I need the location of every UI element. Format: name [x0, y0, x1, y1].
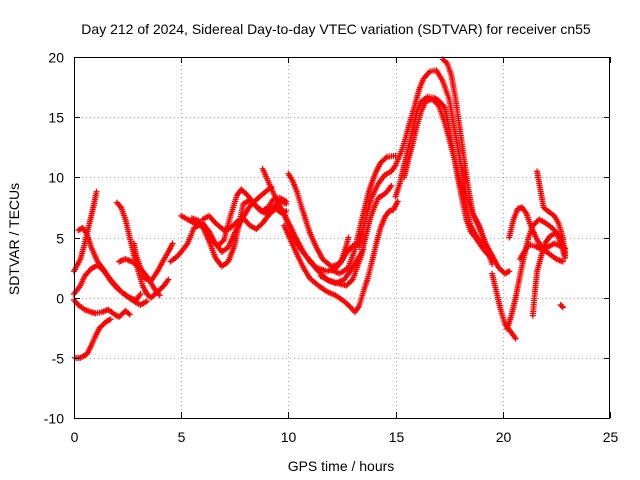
y-tick-label: 20 [48, 50, 64, 66]
series-track-11 [188, 186, 290, 249]
y-axis-label: SDTVAR / TECUs [6, 183, 22, 295]
series-track-21 [401, 96, 489, 251]
data-point [137, 291, 144, 298]
series-track-29 [557, 301, 566, 311]
series-track-16 [281, 198, 401, 316]
data-point [93, 188, 100, 195]
x-axis-label: GPS time / hours [288, 458, 395, 474]
series-track-4 [71, 262, 144, 304]
x-tick-label: 5 [178, 429, 186, 445]
data-point [165, 276, 172, 283]
data-point [561, 252, 568, 259]
series-track-1 [71, 188, 100, 275]
series-track-12 [199, 205, 290, 234]
data-point [348, 277, 355, 284]
y-tick-label: 15 [48, 110, 64, 126]
data-point [512, 335, 519, 342]
y-tick-labels: -10 -5 0 5 10 15 20 [44, 50, 64, 427]
series-track-27 [529, 229, 568, 319]
series-track-15 [285, 170, 363, 270]
data-point [394, 198, 401, 205]
series-track-17 [317, 182, 395, 289]
data-point [169, 240, 176, 247]
data-point [559, 304, 566, 311]
x-tick-label: 15 [389, 429, 405, 445]
plot-frame [74, 57, 610, 419]
series-track-5 [75, 224, 150, 308]
data-point [283, 200, 290, 207]
series-track-22 [439, 56, 513, 277]
x-tick-label: 20 [496, 429, 512, 445]
data-point [506, 268, 513, 275]
data-point [346, 303, 353, 310]
series-track-18 [328, 152, 399, 277]
data-point [143, 298, 150, 305]
x-tick-label: 25 [603, 429, 619, 445]
series-track-28 [534, 168, 568, 259]
x-tick-labels: 0 5 10 15 20 25 [71, 429, 619, 445]
series-track-8 [131, 240, 176, 284]
data-point [219, 238, 226, 245]
data-point [382, 155, 389, 162]
y-tick-label: -5 [52, 351, 65, 367]
data-point [558, 303, 565, 310]
series-track-6 [113, 199, 172, 301]
data-point [156, 292, 163, 299]
y-tick-label: -10 [44, 411, 64, 427]
series-track-2 [71, 297, 133, 320]
data-point [126, 311, 133, 318]
x-tick-label: 10 [281, 429, 297, 445]
data-marks [71, 56, 568, 361]
chart-title: Day 212 of 2024, Sidereal Day-to-day VTE… [81, 21, 591, 37]
data-point [107, 316, 114, 323]
data-point [388, 182, 395, 189]
y-tick-label: 0 [56, 291, 64, 307]
series-track-3 [72, 316, 114, 361]
data-point [559, 258, 566, 265]
x-tick-label: 0 [71, 429, 79, 445]
y-tick-label: 5 [56, 231, 64, 247]
y-tick-label: 10 [48, 170, 64, 186]
data-point [434, 100, 441, 107]
data-point [345, 234, 352, 241]
